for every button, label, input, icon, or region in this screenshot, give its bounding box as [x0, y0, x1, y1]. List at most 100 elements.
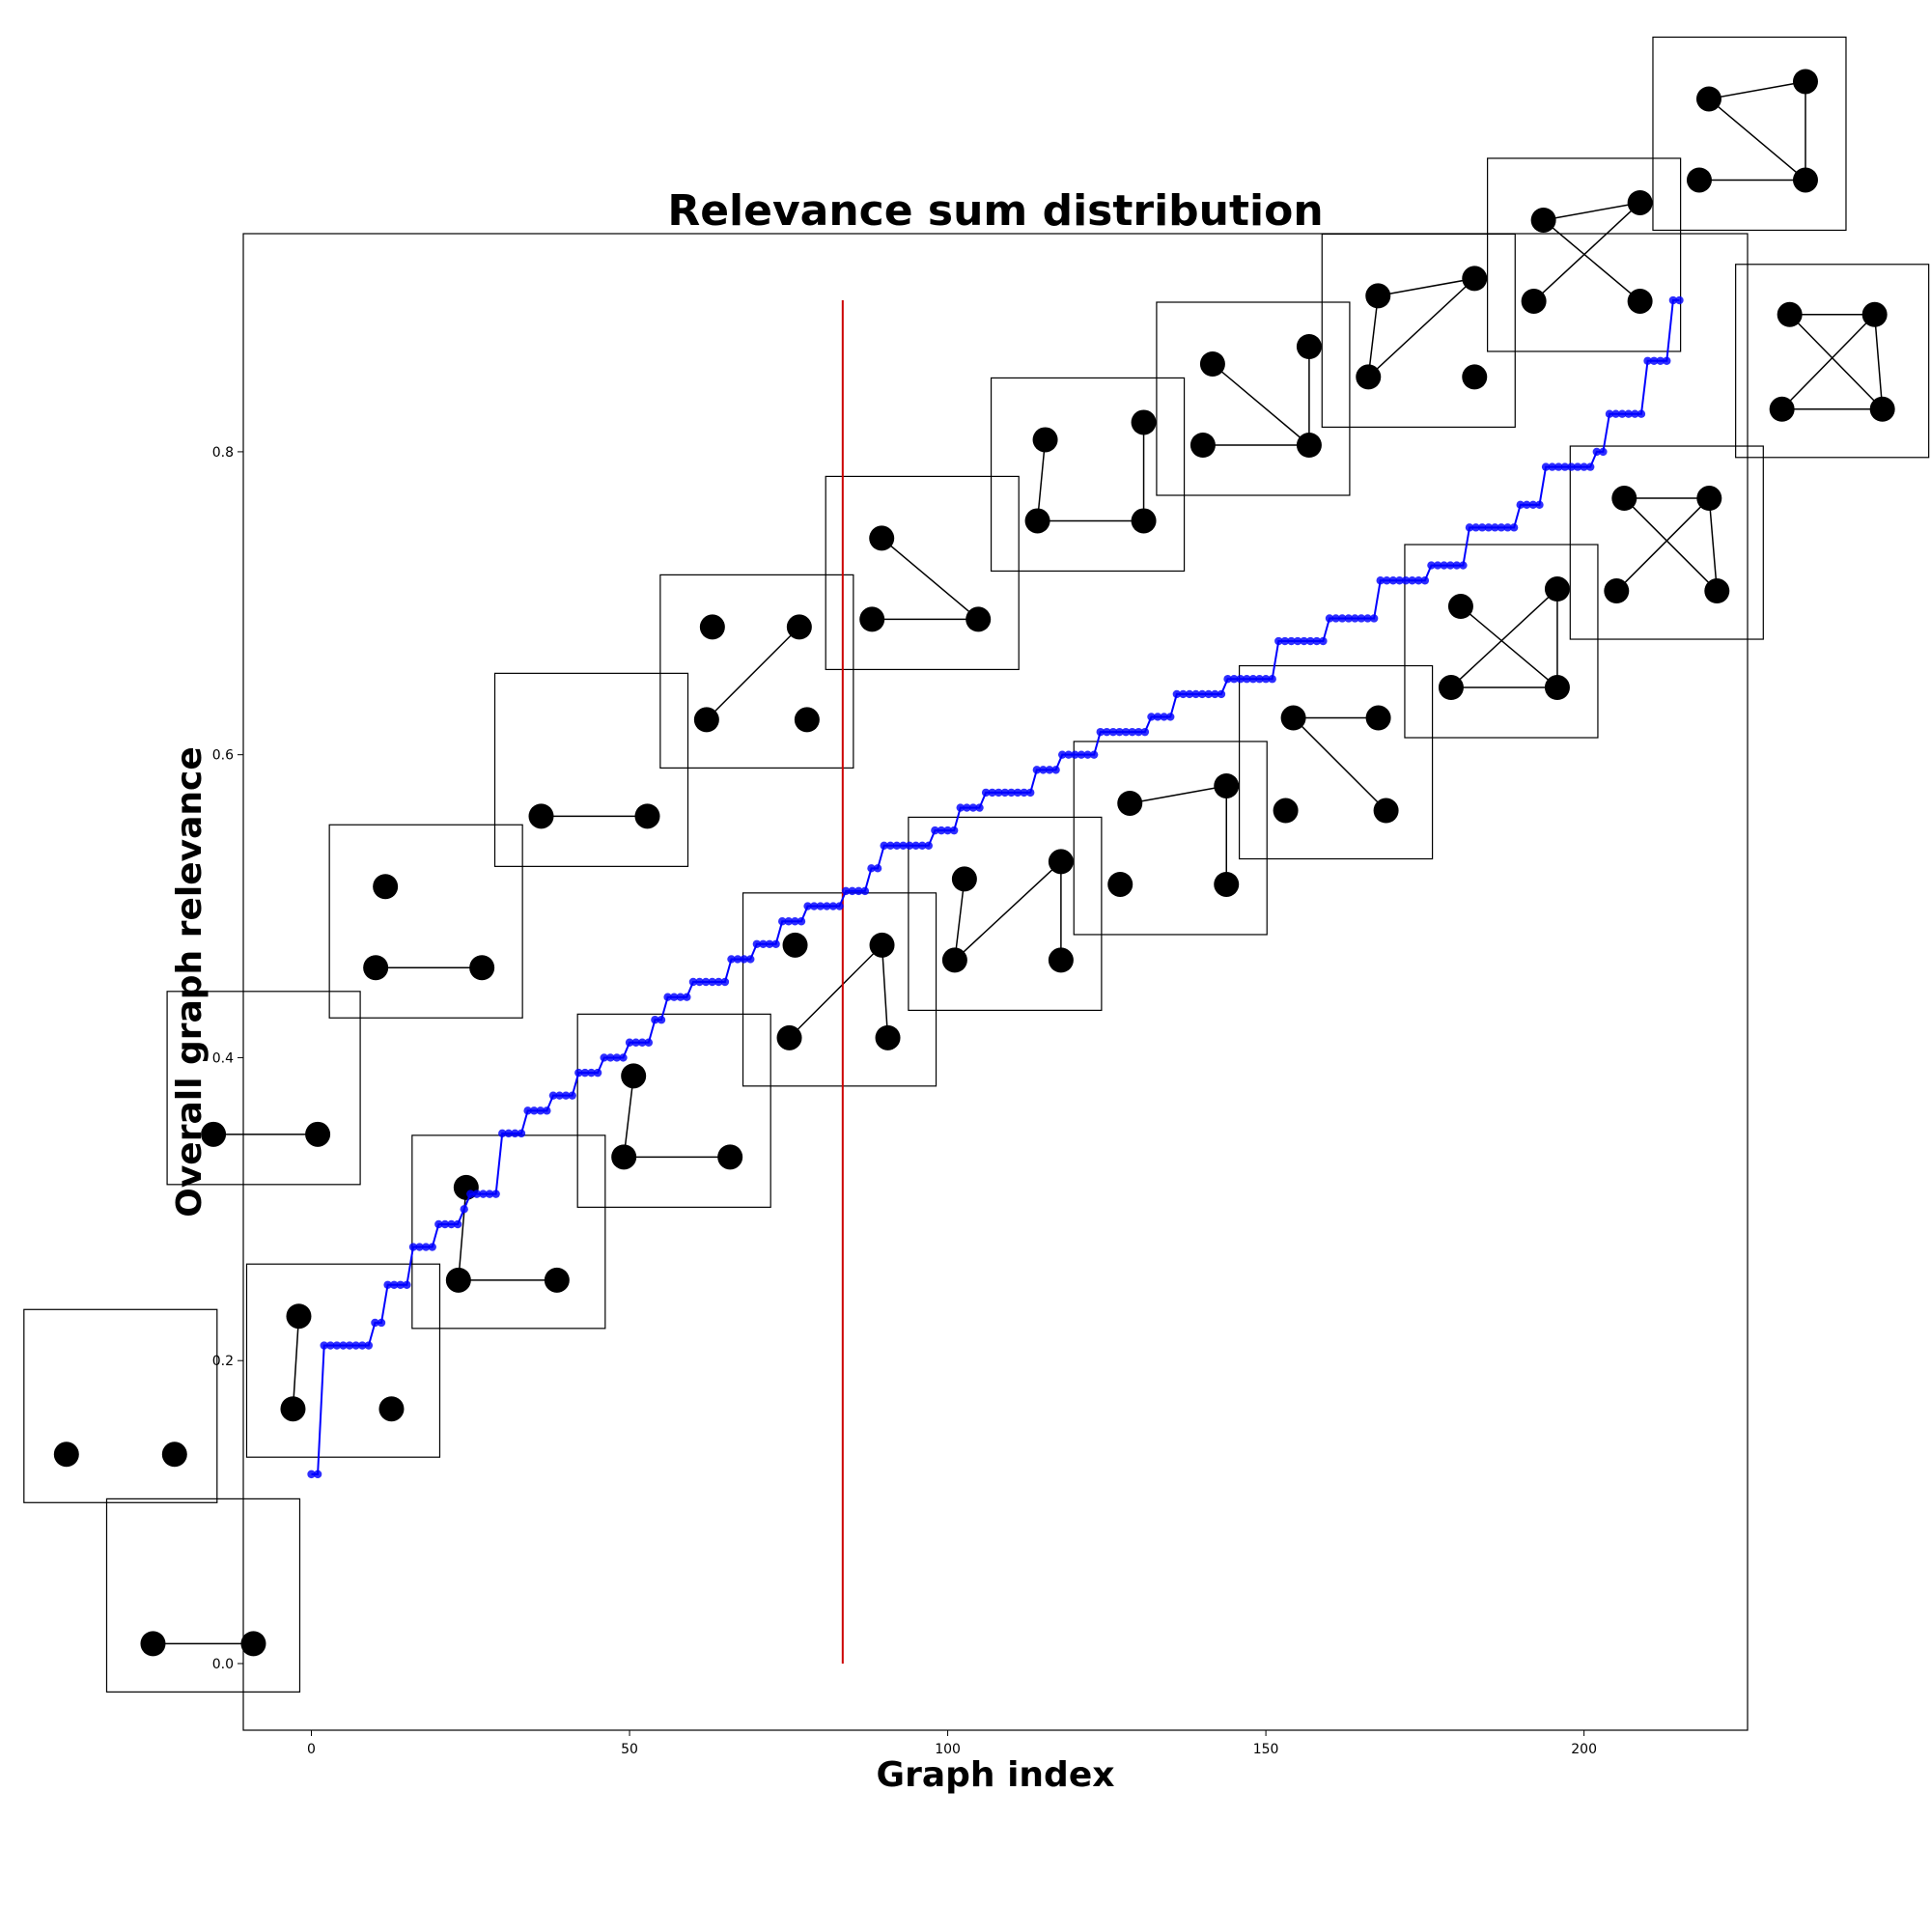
- series-point: [543, 1106, 551, 1115]
- series-point: [313, 1470, 322, 1479]
- series-point: [1523, 500, 1531, 510]
- graph-edge: [1781, 314, 1876, 410]
- series-point: [752, 939, 762, 948]
- series-point: [841, 886, 851, 896]
- series-point: [498, 1129, 507, 1138]
- graph-edge: [1623, 497, 1718, 592]
- graph-node: [782, 932, 808, 958]
- thumbnail-frame: [23, 1308, 218, 1503]
- graph-thumbnail: [493, 672, 689, 867]
- series-point: [651, 1016, 659, 1024]
- graph-edge: [1789, 314, 1884, 410]
- x-tick-label: 200: [1571, 1742, 1597, 1757]
- series-point: [358, 1341, 367, 1350]
- series-point: [351, 1341, 360, 1350]
- series-point: [867, 864, 876, 873]
- series-point: [568, 1091, 576, 1100]
- series-point: [1383, 576, 1391, 585]
- series-point: [1268, 675, 1276, 684]
- series-point: [1153, 713, 1162, 721]
- graph-thumbnail: [1156, 301, 1351, 496]
- series-point: [332, 1341, 342, 1350]
- series-point: [1528, 500, 1538, 510]
- series-point: [428, 1243, 436, 1251]
- series-point: [307, 1470, 316, 1479]
- graph-edge: [954, 860, 1062, 961]
- thumbnail-frame: [166, 991, 361, 1186]
- graph-node: [140, 1631, 166, 1657]
- graph-edge: [458, 1187, 467, 1280]
- series-point: [1548, 462, 1556, 471]
- series-point: [1388, 576, 1398, 585]
- series-point: [536, 1106, 545, 1115]
- graph-node: [1131, 508, 1157, 534]
- graph-edge: [881, 537, 979, 620]
- graph-thumbnail: [742, 892, 938, 1087]
- series-point: [1020, 788, 1028, 798]
- graph-node: [1117, 790, 1143, 816]
- series-point: [1103, 727, 1111, 737]
- graph-node: [1214, 772, 1240, 798]
- series-point: [644, 1038, 654, 1047]
- series-point: [555, 1091, 564, 1100]
- series-point: [816, 902, 825, 910]
- series-point: [1624, 409, 1633, 418]
- thumbnail-frame: [328, 824, 523, 1019]
- graph-node: [528, 803, 554, 829]
- thumbnail-frame: [1569, 445, 1764, 640]
- series-point: [669, 993, 679, 1001]
- graph-node: [1365, 283, 1391, 309]
- series-point: [968, 803, 978, 812]
- series-point: [1586, 462, 1595, 471]
- series-point: [937, 826, 946, 835]
- series-point: [415, 1243, 424, 1251]
- graph-node: [859, 606, 885, 632]
- series-point: [688, 977, 698, 987]
- series-point: [1179, 689, 1188, 699]
- graph-edge: [1036, 439, 1047, 521]
- series-point: [956, 803, 965, 812]
- graph-node: [875, 1024, 901, 1050]
- series-point: [1337, 614, 1347, 623]
- series-point: [1045, 766, 1054, 774]
- series-point: [529, 1106, 539, 1115]
- graph-edge: [1367, 277, 1475, 378]
- series-point: [1039, 766, 1048, 774]
- graph-edge: [1367, 295, 1380, 378]
- series-point: [580, 1068, 590, 1078]
- graph-node: [1627, 288, 1653, 314]
- graph-node: [378, 1396, 405, 1422]
- graph-edge: [881, 944, 889, 1038]
- series-point: [1611, 409, 1620, 418]
- graph-edge: [954, 879, 966, 961]
- series-point: [720, 977, 730, 987]
- graph-thumbnail: [1321, 233, 1516, 429]
- series-point: [1363, 614, 1372, 623]
- series-point: [1477, 523, 1487, 532]
- series-point: [1643, 356, 1652, 365]
- graph-node: [469, 955, 495, 981]
- graph-node: [1544, 576, 1570, 602]
- series-point: [663, 993, 672, 1001]
- series-point: [1656, 356, 1665, 365]
- graph-node: [1869, 396, 1895, 422]
- series-point: [714, 977, 723, 987]
- series-point: [1191, 689, 1200, 699]
- series-point: [517, 1129, 526, 1138]
- thumbnail-frame: [825, 475, 1020, 671]
- graph-thumbnail: [576, 1013, 771, 1208]
- graph-node: [1777, 301, 1803, 327]
- graph-thumbnail: [1487, 157, 1682, 352]
- graph-node: [1024, 508, 1050, 534]
- series-point: [1344, 614, 1353, 623]
- series-point: [1032, 766, 1042, 774]
- series-point: [1516, 500, 1525, 510]
- series-point: [791, 917, 799, 926]
- series-point: [421, 1243, 431, 1251]
- series-point: [403, 1280, 411, 1289]
- series-point: [994, 788, 1003, 798]
- series-point: [963, 803, 971, 812]
- chart-title: Relevance sum distribution: [667, 186, 1323, 236]
- graph-node: [286, 1303, 312, 1330]
- series-point: [548, 1091, 558, 1100]
